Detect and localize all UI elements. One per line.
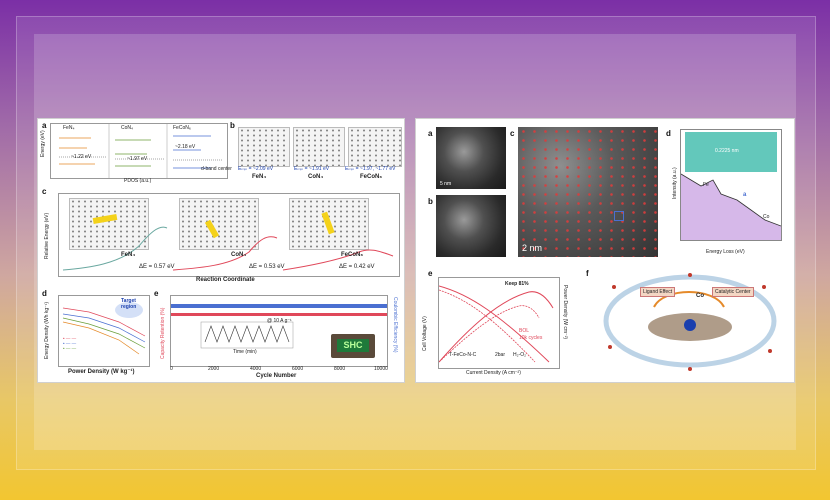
e-tick-1: 2000 — [208, 366, 220, 372]
panel-a-note: d-band center — [201, 166, 232, 172]
panel-d-ragone-lines — [62, 302, 146, 355]
panel-c-energy-curves — [62, 211, 394, 271]
fuel-cell-plot: Keep 81% BOL 10k cycles T-FeCo-N-C 2bar … — [438, 277, 560, 369]
ligand-effect-label: Ligand Effect — [640, 287, 676, 297]
c-fen4-structure — [69, 198, 149, 250]
c-con4-name: CoN₄ — [231, 252, 247, 258]
eels-fe: Fe — [703, 182, 709, 188]
keep-percent: Keep 81% — [505, 281, 529, 287]
panel-a-col-1: FeN₄ — [63, 125, 75, 131]
co-label: Co — [696, 293, 704, 299]
panel-d-legend: • — — • — — • — — — [63, 336, 77, 351]
c-fen4-de: ΔE = 0.57 eV — [139, 264, 175, 270]
fuel-cell-xlabel: Current Density (A cm⁻²) — [466, 370, 521, 376]
panel-e-rate: @ 10 A g⁻¹ — [267, 318, 292, 324]
con4-name: CoN₄ — [308, 174, 324, 180]
e-tick-3: 6000 — [292, 366, 304, 372]
legend-bol: BOL — [519, 328, 530, 334]
panel-c-ylabel: Relative Energy (eV) — [44, 212, 50, 259]
right-figure-panel: a 5 nm b c 2 nm d 0.2225 nm Fe a Co Inte… — [415, 118, 795, 383]
panel-e-ylabel-right: Coulombic Efficiency (%) — [392, 297, 398, 353]
device-photo: SHC — [331, 334, 375, 358]
c-fen4-name: FeN₄ — [121, 252, 136, 258]
panel-a-value-2: ~1.97 eV — [127, 156, 148, 162]
fuel-cell-ylabel-left: Cell Voltage (V) — [422, 316, 428, 351]
panel-b-label: b — [230, 121, 235, 130]
eels-co: Co — [763, 214, 770, 220]
r-panel-d-label: d — [666, 129, 671, 138]
panel-a-xlabel: PDOS (a.u.) — [124, 178, 152, 184]
panel-e-plot: @ 10 A g⁻¹ Time (min) SHC — [170, 295, 388, 367]
c-con4-structure — [179, 198, 259, 250]
mechanism-diagram: Ligand Effect Catalytic Center Co — [594, 267, 786, 375]
r-panel-b-label: b — [428, 197, 433, 206]
eels-plot: 0.2225 nm Fe a Co — [680, 129, 782, 241]
fecon6-name: FeCoN₆ — [360, 174, 383, 180]
panel-d-xlabel: Power Density (W kg⁻¹) — [68, 369, 135, 375]
panel-a-value-1: ~1.22 eV — [71, 154, 92, 160]
tem-image-a: 5 nm — [436, 127, 506, 189]
tem-image-b — [436, 195, 506, 257]
r-panel-a-label: a — [428, 129, 433, 138]
c-con4-de: ΔE = 0.53 eV — [249, 264, 285, 270]
c-fecon6-de: ΔE = 0.42 eV — [339, 264, 375, 270]
panel-e-label: e — [154, 289, 159, 298]
device-display-text: SHC — [337, 339, 369, 352]
fen4-name: FeN₄ — [252, 174, 267, 180]
r-panel-e-label: e — [428, 269, 433, 278]
con4-eb: Eₘᵢₙ = ~1.91 eV — [294, 166, 330, 172]
eels-lattice-value: 0.2225 nm — [715, 148, 739, 154]
legend-10k: 10k cycles — [519, 335, 543, 341]
left-figure-panel: a FeN₄ CoN₄ FeCoN₆ ~1.22 eV ~1.97 eV ~2.… — [37, 118, 405, 383]
panel-c-xlabel: Reaction Coordinate — [196, 277, 255, 283]
fuel-cell-ylabel-right: Power Density (W cm⁻²) — [562, 285, 568, 340]
tem-a-scale: 5 nm — [440, 181, 452, 187]
r-panel-c-label: c — [510, 129, 515, 138]
eels-curve — [681, 132, 781, 240]
fuel-cell-cond1: 2bar — [495, 352, 506, 358]
e-tick-4: 8000 — [334, 366, 346, 372]
panel-c-label: c — [42, 187, 47, 196]
highlight-box — [614, 211, 624, 221]
panel-d-ylabel: Energy Density (Wh kg⁻¹) — [44, 301, 50, 359]
fuel-cell-sample: T-FeCo-N-C — [449, 352, 477, 358]
panel-a-col-3: FeCoN₆ — [173, 125, 191, 131]
c-fecon6-name: FeCoN₆ — [341, 252, 364, 258]
e-tick-5: 10000 — [374, 366, 388, 372]
e-tick-0: 0 — [170, 366, 173, 372]
e-tick-2: 4000 — [250, 366, 262, 372]
haadf-image-c: 2 nm — [518, 127, 658, 257]
eels-a-mark: a — [743, 192, 747, 198]
fen4-eb: Eₘᵢₙ = ~2.09 eV — [238, 166, 274, 172]
fuel-cell-curves — [439, 285, 554, 363]
panel-c-plot: FeN₄ CoN₄ FeCoN₆ ΔE = 0.57 eV ΔE = 0.53 … — [58, 193, 400, 277]
panel-e-xlabel: Cycle Number — [256, 373, 297, 379]
panel-a-pdos-lines — [59, 124, 223, 178]
r-panel-f-label: f — [586, 269, 589, 278]
panel-d-plot: Target region • — — • — — • — — — [58, 295, 150, 367]
panel-a-col-2: CoN₄ — [121, 125, 134, 131]
catalytic-center-label: Catalytic Center — [712, 287, 754, 297]
panel-a-ylabel: Energy (eV) — [40, 130, 46, 157]
panel-a-value-3: ~2.18 eV — [175, 144, 196, 150]
panel-a-label: a — [42, 121, 47, 130]
eels-xlabel: Energy Loss (eV) — [706, 249, 745, 255]
mechanism-cycle — [603, 273, 777, 371]
panel-a-plot: FeN₄ CoN₄ FeCoN₆ ~1.22 eV ~1.97 eV ~2.18… — [50, 123, 232, 179]
fen4-structure — [238, 127, 290, 167]
panel-e-ylabel-left: Capacity Retention (%) — [160, 307, 166, 359]
eels-ylabel: Intensity (a.u.) — [672, 167, 678, 199]
panel-e-inset-xlabel: Time (min) — [233, 349, 257, 355]
fuel-cell-cond2: H₂-O₂ — [513, 352, 527, 358]
panel-e-cycling-lines — [171, 304, 387, 349]
panel-d-target-region: Target region — [121, 298, 137, 310]
panel-d-label: d — [42, 289, 47, 298]
fecon6-eb: Eₘᵢₙ = ~1.97, ~1.77 eV — [345, 166, 396, 172]
fecon6-structure — [348, 127, 402, 167]
con4-structure — [293, 127, 345, 167]
tem-c-scale: 2 nm — [522, 243, 543, 253]
